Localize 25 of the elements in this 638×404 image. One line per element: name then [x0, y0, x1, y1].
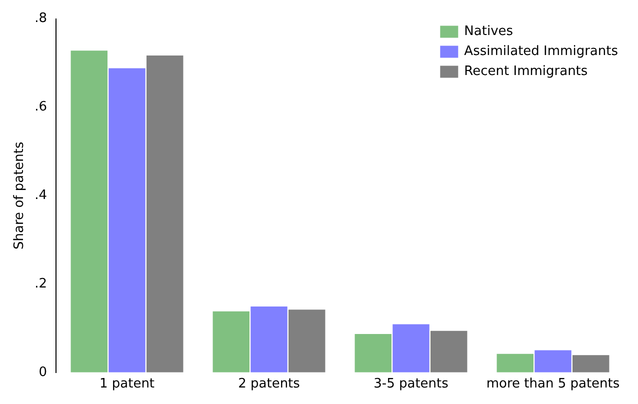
legend-label: Recent Immigrants [464, 64, 588, 80]
bar [70, 50, 108, 372]
bar [212, 311, 250, 372]
legend-label: Natives [464, 24, 514, 40]
y-axis-title: Share of patents [12, 142, 28, 250]
y-tick-label: .4 [34, 188, 48, 203]
bar [354, 334, 392, 372]
bar [430, 330, 468, 372]
y-tick-label: .8 [34, 11, 48, 26]
bar [250, 306, 288, 372]
y-tick-label: .2 [34, 276, 48, 292]
legend-label: Assimilated Immigrants [464, 44, 618, 60]
x-tick-label: 2 patents [238, 376, 300, 392]
bar [534, 350, 572, 372]
bar [392, 324, 430, 372]
x-tick-label: 1 patent [99, 376, 155, 392]
bar [496, 354, 534, 372]
bar [146, 55, 184, 372]
y-tick-label: .6 [34, 100, 48, 115]
bar [108, 68, 146, 372]
bar [572, 355, 610, 372]
x-tick-label: more than 5 patents [486, 376, 620, 392]
bar [288, 310, 326, 372]
x-tick-label: 3-5 patents [374, 376, 449, 392]
y-tick-label: 0 [38, 364, 48, 380]
